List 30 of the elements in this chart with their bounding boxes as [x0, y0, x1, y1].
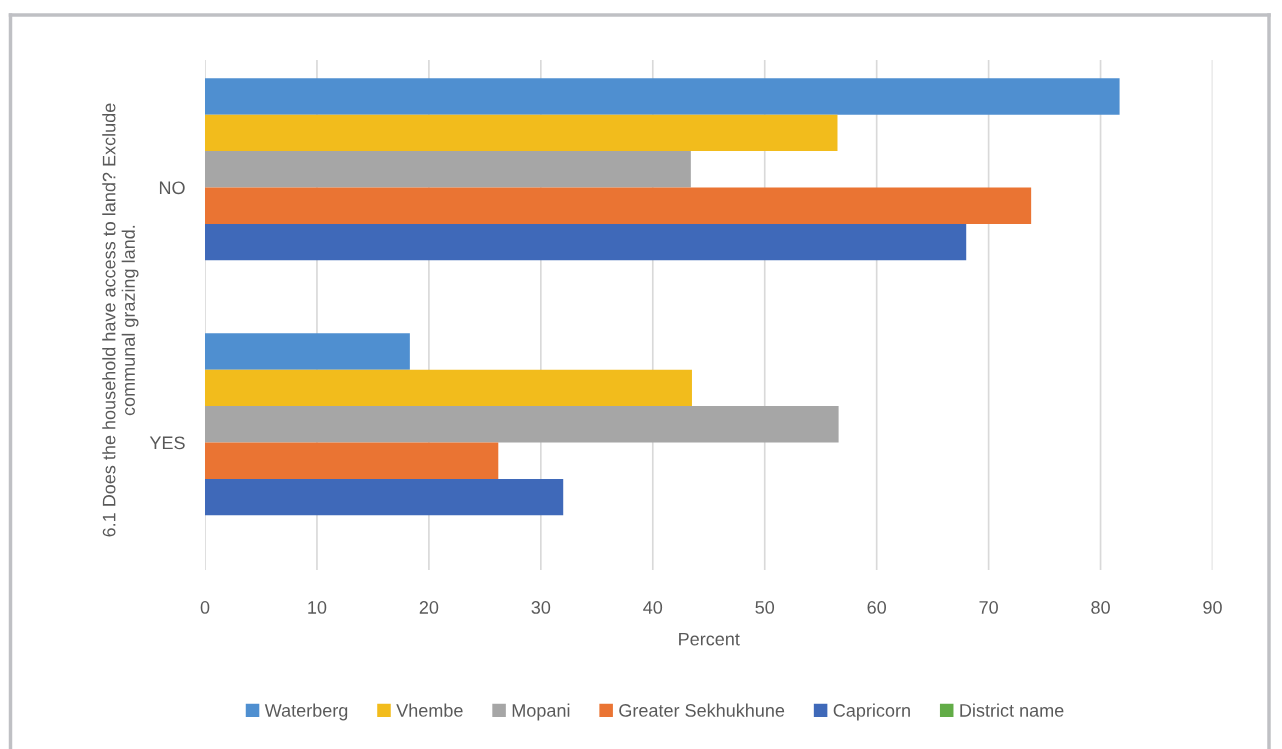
bar — [205, 369, 692, 407]
x-tick-label: 20 — [419, 601, 439, 614]
x-axis-title: Percent — [679, 632, 740, 646]
y-tick-label: YES — [149, 436, 185, 450]
x-tick-label: 60 — [867, 601, 886, 614]
y-tick-label: NO — [159, 181, 185, 195]
y-axis-title: 6.1 Does the household have access to land? Exclude communal grazing land. — [102, 103, 139, 537]
bar — [205, 114, 838, 152]
x-tick-label: 40 — [643, 601, 663, 614]
x-tick-label: 50 — [755, 601, 775, 614]
legend-label: Waterberg — [264, 703, 348, 721]
bar — [205, 223, 967, 261]
bar — [205, 406, 839, 443]
x-tick-label: 0 — [200, 601, 210, 614]
legend-label: Greater Sekhukhune — [619, 703, 785, 717]
bar — [205, 78, 1120, 115]
legend-label: Capricorn — [833, 703, 910, 721]
x-tick-label: 70 — [979, 601, 998, 614]
x-tick-label: 30 — [531, 601, 551, 614]
x-tick-label: 90 — [1203, 601, 1222, 614]
bar — [205, 187, 1032, 224]
bar — [205, 478, 564, 516]
x-tick-label: 10 — [308, 601, 327, 614]
bar — [205, 151, 691, 188]
legend-label: District name — [960, 703, 1064, 717]
bar — [205, 442, 499, 479]
x-tick-label: 80 — [1091, 601, 1110, 614]
bar — [205, 333, 410, 370]
legend-label: Vhembe — [396, 703, 463, 717]
legend-label: Mopani — [512, 703, 570, 721]
